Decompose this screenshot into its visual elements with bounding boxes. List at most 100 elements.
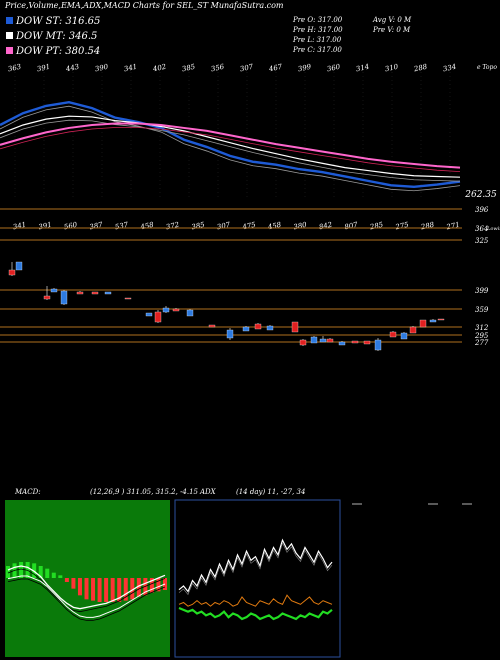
signal-line-shadow (7, 578, 166, 621)
bottom-label: 275 (394, 221, 410, 232)
adx-line-shadow (178, 542, 333, 596)
macd-histogram-bar (117, 578, 122, 602)
top-right-label: e Topo (477, 64, 497, 71)
top-label: 341 (123, 63, 138, 74)
candle-body (351, 340, 359, 344)
pre-open: Pre O: 317.00 (292, 16, 343, 24)
candle-body (124, 297, 132, 300)
adx-title: ADX (199, 488, 217, 496)
adx-background (174, 499, 341, 658)
avg-volume: Avg V: 0 M (372, 16, 412, 24)
candle-body (338, 341, 346, 346)
top-label: 391 (36, 63, 51, 74)
candle-body (389, 331, 397, 338)
candle-body (374, 339, 382, 351)
price-level-label: 359 (475, 306, 489, 314)
price-level-label: 396 (475, 206, 489, 214)
price-level-label: 364 (475, 225, 488, 233)
series-band (0, 127, 461, 173)
macd-histogram-bar (58, 575, 63, 578)
macd-histogram-bar (84, 578, 89, 600)
macd-histogram-bar (110, 578, 115, 602)
candle-body (429, 319, 437, 323)
top-label: 310 (384, 63, 399, 74)
adx-line (178, 538, 333, 593)
pre-high: Pre H: 317.00 (292, 26, 343, 34)
top-label: 385 (181, 63, 196, 74)
macd-histogram-bar (19, 562, 24, 578)
candle-body (400, 332, 408, 340)
macd-line-shadow (7, 568, 166, 613)
candle-body (162, 307, 170, 313)
macd-histogram-bar (51, 572, 56, 578)
series-band (0, 119, 461, 182)
macd-histogram-bar (130, 578, 135, 600)
bottom-label: 458 (139, 221, 155, 232)
macd-histogram-bar (123, 578, 128, 601)
price-level-label: 399 (475, 287, 489, 295)
candle-body (299, 339, 307, 346)
candle-body (266, 325, 274, 331)
legend-dow-pt: DOW PT: 380.54 (15, 46, 100, 57)
macd-histogram-bar (91, 578, 96, 601)
signal-line (7, 575, 166, 618)
top-label: 356 (210, 63, 225, 74)
bottom-label: 341 (12, 221, 27, 232)
candle-body (15, 261, 23, 271)
bottom-label: 387 (89, 221, 104, 232)
bottom-label: 380 (293, 221, 308, 232)
bottom-label: 560 (63, 221, 78, 232)
macd-histogram-bar (156, 578, 161, 592)
price-level-label: 277 (474, 339, 489, 347)
top-label: 360 (326, 63, 341, 74)
macd-histogram-bar (6, 566, 10, 578)
macd-histogram-bar (64, 578, 69, 582)
bottom-label: 285 (368, 221, 384, 232)
candle-body (363, 340, 371, 345)
candle-body (319, 338, 327, 343)
pre-close: Pre C: 317.00 (292, 46, 342, 54)
macd-histogram-bar (71, 578, 76, 589)
series-dow-st (0, 100, 461, 188)
macd-histogram-bar (97, 578, 102, 602)
bottom-label: 458 (266, 221, 282, 232)
top-label: 314 (355, 63, 370, 74)
candle-body (186, 309, 194, 317)
bottom-label: 271 (445, 221, 461, 232)
bottom-label: 307 (216, 221, 231, 232)
candle-body (104, 291, 112, 295)
bottom-label: 391 (38, 221, 53, 232)
legend-swatch-dow-mt (6, 32, 13, 39)
candle-body (154, 311, 162, 323)
bottom-label: 288 (419, 221, 435, 232)
top-label: 288 (412, 63, 428, 74)
legend-dow-mt: DOW MT: 346.5 (15, 31, 97, 42)
top-label: 402 (151, 63, 167, 74)
macd-histogram-bar (77, 578, 82, 596)
macd-values: (12,26,9 ) 311.05, 315.2, -4.15 (90, 488, 199, 496)
di-plus-line (178, 606, 333, 621)
candle-body (60, 290, 68, 305)
top-label: 390 (94, 63, 109, 74)
candle-chart: 341 391 560 387 537 458 372 385 307 475 458 380 842 8… (0, 206, 500, 351)
top-label: 307 (239, 63, 254, 74)
pre-volume: Pre V: 0 M (372, 26, 411, 34)
candle-body (254, 323, 262, 330)
candle-body (409, 326, 417, 334)
pre-low: Pre L: 317.00 (292, 36, 342, 44)
candle-body (91, 291, 99, 295)
candle-body (145, 312, 153, 317)
legend-swatch-dow-pt (6, 47, 13, 54)
bottom-label: 807 (344, 221, 359, 232)
macd-histogram-bar (45, 568, 50, 578)
bottom-label: 475 (241, 221, 257, 232)
chart-title: Price,Volume,EMA,ADX,MACD Charts for SEL… (4, 1, 284, 10)
macd-histogram-bar (149, 578, 154, 593)
top-label: 443 (64, 63, 80, 74)
macd-histogram-bar (104, 578, 109, 602)
candle-body (43, 295, 51, 300)
candle-body (8, 269, 16, 276)
macd-chart (5, 500, 170, 657)
ema-chart: 363 391 443 390 341 402 385 356 307 467 399 360 314 3… (0, 63, 497, 200)
